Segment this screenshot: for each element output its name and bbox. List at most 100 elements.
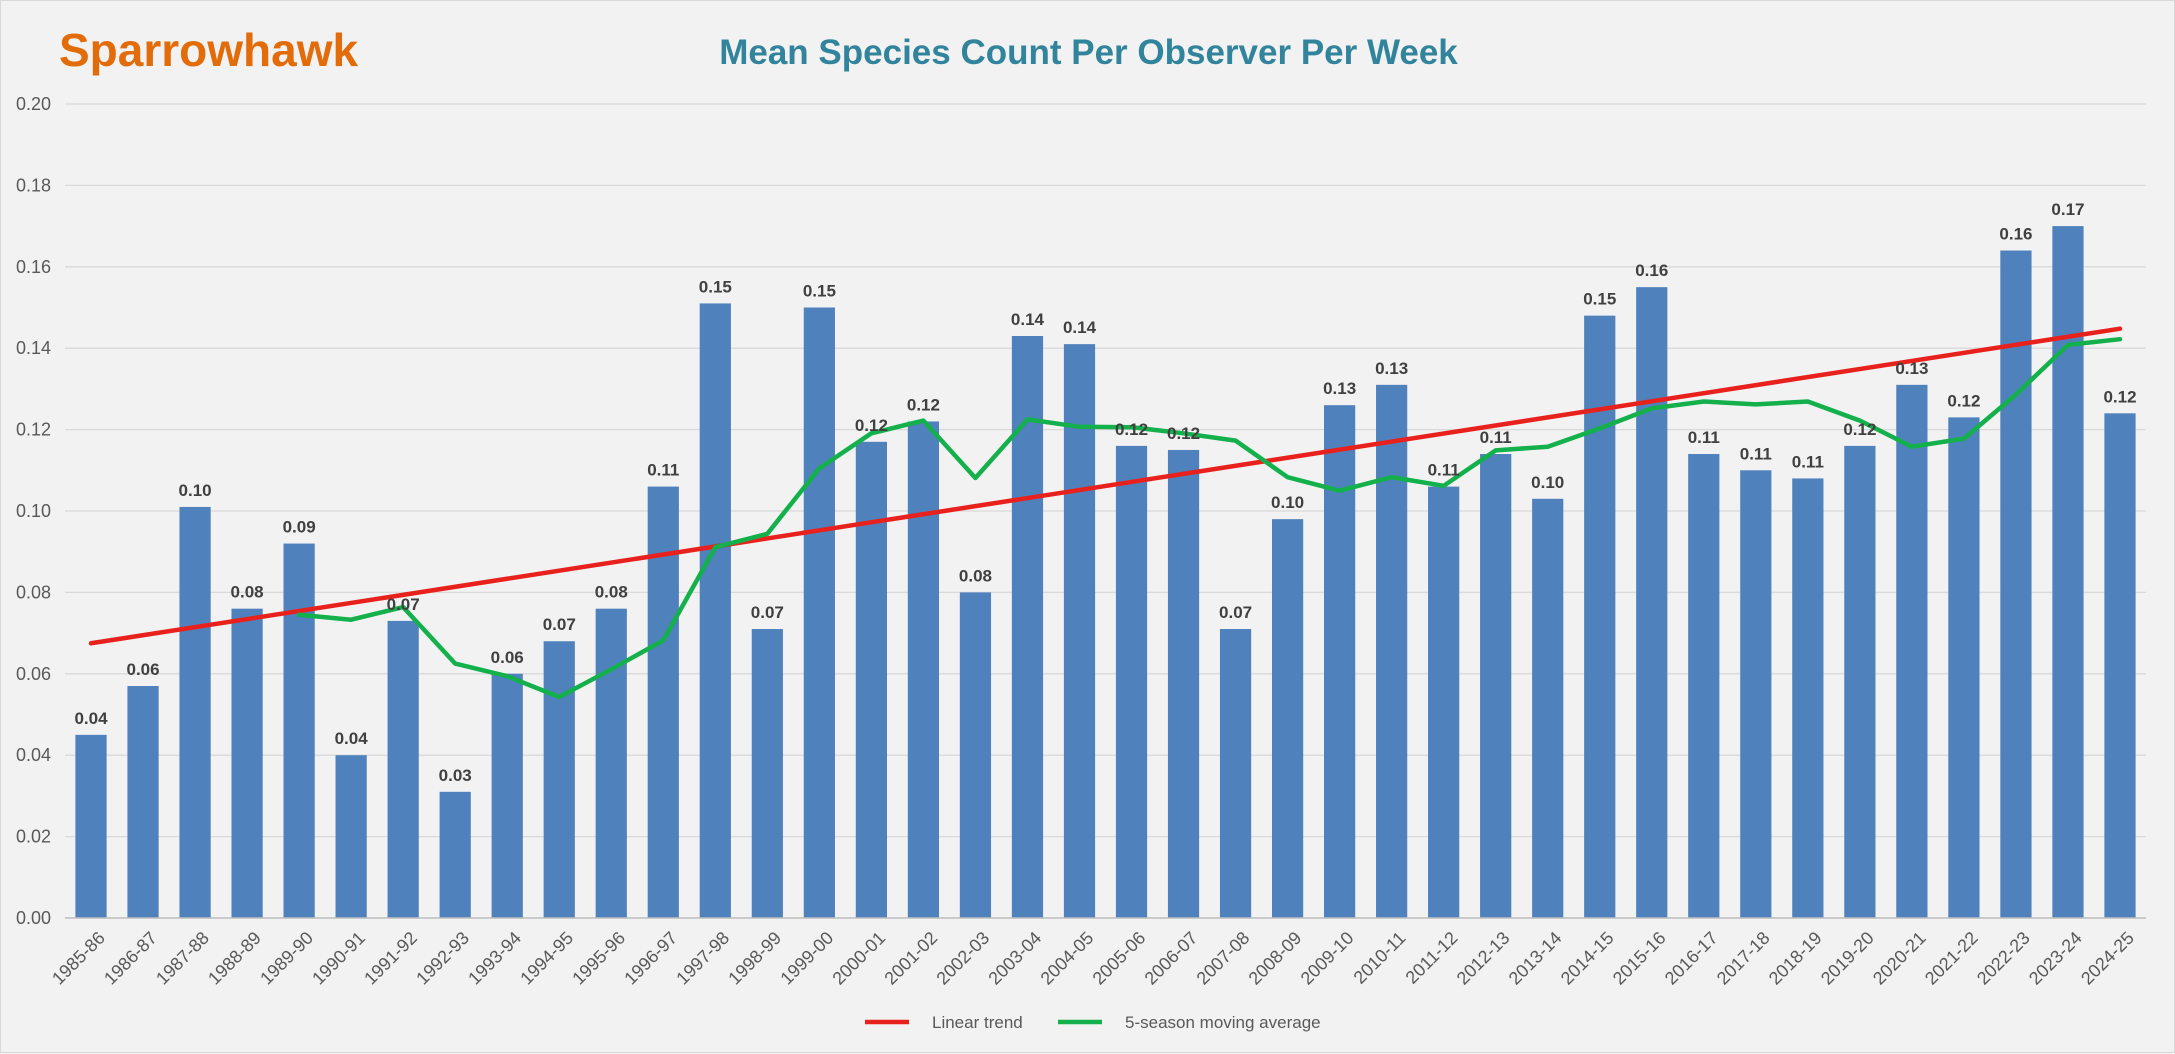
bar: [1428, 486, 1460, 918]
x-tick-label: 1998-99: [724, 928, 785, 989]
data-label: 0.12: [1843, 420, 1876, 439]
linear-trend-line: [88, 326, 2123, 646]
data-label: 0.10: [179, 481, 212, 500]
x-tick-label: 2021-22: [1921, 928, 1982, 989]
legend-moving-average-label: 5-season moving average: [1125, 1013, 1321, 1032]
bar: [1324, 405, 1356, 918]
data-label: 0.11: [1428, 461, 1460, 480]
x-tick-label: 1985-86: [48, 928, 109, 989]
x-tick-label: 2001-02: [880, 928, 941, 989]
bar: [387, 620, 419, 918]
data-label: 0.12: [1167, 424, 1200, 443]
x-tick-label: 1996-97: [620, 928, 681, 989]
data-label: 0.12: [1115, 420, 1148, 439]
data-label: 0.11: [1792, 452, 1824, 471]
y-tick-label: 0.00: [16, 908, 51, 928]
data-label: 0.11: [1688, 428, 1720, 447]
bar: [1219, 629, 1252, 918]
data-label: 0.13: [1895, 359, 1928, 378]
x-tick-label: 1995-96: [568, 928, 629, 989]
x-tick-label: 2008-09: [1245, 928, 1306, 989]
data-label: 0.14: [1063, 318, 1097, 337]
data-label: 0.12: [1947, 391, 1980, 410]
x-tick-label: 1994-95: [516, 928, 577, 989]
x-tick-label: 2006-07: [1141, 928, 1202, 989]
data-label: 0.12: [855, 416, 888, 435]
bar: [907, 421, 940, 918]
bar: [1584, 315, 1616, 918]
bar: [127, 686, 159, 918]
x-tick-label: 2000-01: [828, 928, 889, 989]
x-tick-label: 2012-13: [1453, 928, 1514, 989]
data-label: 0.10: [1271, 493, 1304, 512]
bar: [1480, 454, 1512, 918]
bar: [335, 755, 367, 918]
x-tick-label: 2009-10: [1297, 928, 1358, 989]
data-label: 0.07: [1219, 603, 1252, 622]
x-tick-label: 2010-11: [1350, 928, 1410, 988]
x-tick-label: 1993-94: [464, 928, 525, 989]
bar: [595, 608, 627, 918]
data-label: 0.08: [959, 566, 992, 585]
bar: [1792, 478, 1824, 918]
y-tick-label: 0.20: [16, 94, 51, 114]
bar: [1532, 498, 1564, 918]
x-tick-label: 2015-16: [1609, 928, 1670, 989]
data-label: 0.14: [1011, 310, 1045, 329]
bar: [1167, 449, 1200, 918]
legend-linear-trend-label: Linear trend: [932, 1013, 1023, 1032]
data-label: 0.16: [1999, 225, 2032, 244]
bar: [1011, 335, 1044, 918]
x-tick-label: 2023-24: [2025, 928, 2086, 989]
x-tick-label: 2004-05: [1037, 928, 1098, 989]
y-tick-label: 0.16: [16, 257, 51, 277]
y-tick-label: 0.04: [16, 745, 51, 765]
data-label: 0.07: [387, 595, 420, 614]
bar: [803, 307, 835, 918]
bar: [2000, 250, 2032, 918]
x-tick-label: 2005-06: [1089, 928, 1150, 989]
bar: [699, 303, 731, 918]
data-label: 0.13: [1323, 379, 1356, 398]
data-label: 0.15: [699, 277, 732, 296]
x-tick-label: 2024-25: [2077, 928, 2138, 989]
x-tick-label: 2003-04: [984, 928, 1045, 989]
bar: [1376, 384, 1408, 919]
x-tick-label: 1990-91: [308, 928, 369, 989]
data-label: 0.17: [2051, 200, 2084, 219]
bar: [751, 629, 783, 918]
y-tick-label: 0.14: [16, 338, 51, 358]
bar: [1271, 519, 1304, 918]
moving-average-line: [296, 336, 2123, 700]
bar: [1896, 384, 1928, 919]
data-label: 0.04: [74, 709, 108, 728]
x-tick-label: 2013-14: [1505, 928, 1566, 989]
bar: [491, 673, 523, 918]
data-label: 0.03: [439, 766, 472, 785]
x-tick-label: 2019-20: [1817, 928, 1878, 989]
data-label: 0.11: [647, 461, 679, 480]
data-label: 0.16: [1635, 261, 1668, 280]
x-tick-label: 1988-89: [204, 928, 265, 989]
data-label: 0.15: [1583, 290, 1616, 309]
x-tick-label: 2020-21: [1869, 928, 1930, 989]
data-label: 0.11: [1740, 444, 1772, 463]
data-label: 0.08: [595, 583, 628, 602]
y-tick-label: 0.08: [16, 582, 51, 602]
data-label: 0.07: [543, 615, 576, 634]
bar: [75, 734, 107, 918]
bar: [1688, 454, 1720, 918]
bar: [1636, 287, 1668, 918]
bar: [543, 641, 575, 918]
x-tick-label: 1987-88: [152, 928, 213, 989]
x-tick-label: 2002-03: [932, 928, 993, 989]
bar: [2052, 226, 2084, 919]
bar: [439, 791, 471, 918]
bar: [283, 543, 315, 918]
species-title: Sparrowhawk: [59, 24, 359, 76]
bar: [1063, 344, 1096, 918]
chart-title: Mean Species Count Per Observer Per Week: [719, 33, 1458, 72]
x-tick-label: 2017-18: [1713, 928, 1774, 989]
